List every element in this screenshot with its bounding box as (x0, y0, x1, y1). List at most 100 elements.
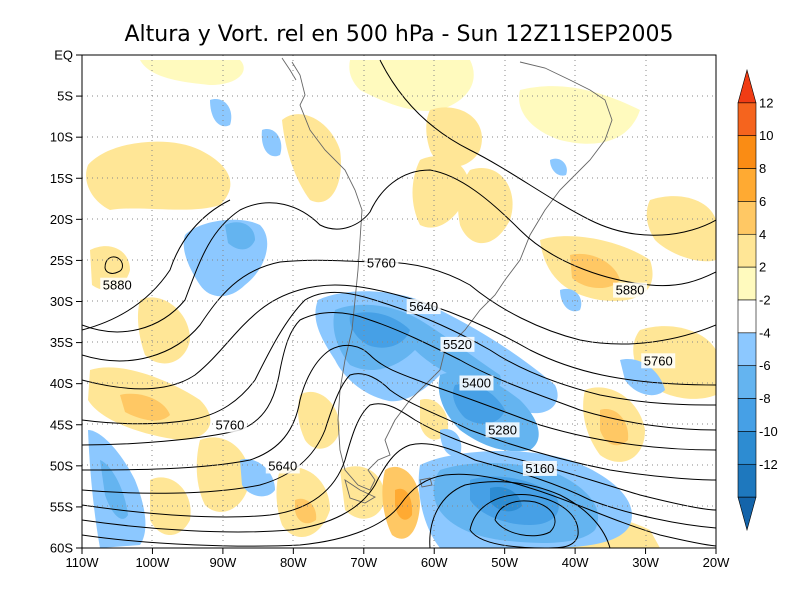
vort-pos-patch (137, 297, 190, 364)
contour-line (82, 169, 716, 333)
colorbar-swatch (737, 266, 757, 301)
map-title: Altura y Vort. rel en 500 hPa - Sun 12Z1… (124, 22, 673, 47)
colorbar-bottom-arrow (737, 496, 757, 532)
vort-pos-patch (120, 393, 170, 421)
contour-label-bg (265, 458, 300, 474)
vort-neg-patch (261, 129, 282, 157)
vort-pos-patch (340, 466, 385, 519)
lon-tick-label: 50W (491, 555, 518, 570)
colorbar-swatch (737, 135, 757, 169)
contour-labels: 5880 5760 5640 5760 5640 5520 5400 5280 5160 5880… (100, 255, 676, 476)
colorbar-label: -8 (759, 391, 771, 406)
contour-label: 5880 (616, 283, 645, 298)
vort-pos-patch (140, 60, 244, 85)
colorbar-label: 12 (759, 95, 773, 110)
colorbar-label: -2 (759, 293, 771, 308)
vort-pos-patch (395, 488, 413, 520)
contour-line (379, 59, 716, 236)
lat-tick-label: 50S (50, 458, 73, 473)
south-america-coast (291, 61, 613, 491)
vort-pos-patch (570, 253, 620, 289)
colorbar-swatch (737, 398, 757, 432)
vort-neg-patch (440, 429, 462, 457)
colorbar-top-arrow (737, 68, 757, 104)
contour-label-bg (100, 277, 135, 293)
contour-label: 5280 (488, 422, 517, 437)
vort-neg-patch (550, 158, 567, 176)
lon-tick-label: 100W (135, 555, 170, 570)
tierra-del-fuego (344, 478, 376, 504)
vort-pos-patch (412, 156, 470, 228)
colorbar-swatch (737, 365, 757, 399)
contour-label: 5760 (215, 417, 244, 432)
vort-pos-patch (86, 141, 231, 210)
vort-pos-patch (600, 409, 629, 446)
vort-neg-patch (100, 460, 128, 519)
vort-pos-patch (420, 399, 449, 440)
colorbar-label: 4 (759, 227, 766, 242)
contour-label-bg (406, 299, 441, 315)
contour-label-bg (522, 460, 557, 476)
vort-neg-patch (453, 383, 505, 424)
contour-line (82, 473, 716, 547)
contour-label: 5160 (525, 461, 554, 476)
colorbar-swatch (737, 299, 757, 334)
contour-label-bg (212, 417, 247, 433)
lon-tick-label: 60W (421, 555, 448, 570)
vort-neg-patch (225, 222, 255, 250)
vorticity-colorbar: 12 10 8 6 4 2 -2 -4 -6 -8 -10 -12 (737, 68, 778, 532)
contour-label-bg (364, 255, 399, 271)
contour-label: 5760 (644, 353, 673, 368)
lat-tick-label: 25S (50, 253, 73, 268)
lat-tick-label: 35S (50, 335, 73, 350)
contour-line (82, 344, 716, 471)
vort-neg-patch (620, 359, 665, 396)
vort-pos-patch (349, 60, 474, 111)
contour-line (82, 443, 716, 533)
lat-tick-label: EQ (54, 48, 73, 63)
colorbar-label: -6 (759, 358, 771, 373)
contour-label: 5760 (367, 256, 396, 271)
longitude-axis: 110W 100W 90W 80W 70W 60W 50W 40W 30W 20W (66, 548, 730, 570)
contour-label: 5520 (443, 337, 472, 352)
contour-label-bg (440, 336, 475, 352)
contour-line (104, 256, 123, 274)
vort-pos-patch (297, 391, 340, 449)
colorbar-label: -12 (759, 457, 778, 472)
vort-pos-patch (519, 86, 640, 144)
colorbar-label: 8 (759, 161, 766, 176)
coastline (281, 57, 613, 504)
lat-tick-label: 60S (50, 541, 73, 556)
contour-line (82, 373, 716, 494)
colorbar-label: 2 (759, 260, 766, 275)
lat-tick-label: 10S (50, 130, 73, 145)
vort-pos-patch (196, 437, 250, 512)
vort-pos-patch (458, 168, 513, 244)
contour-label-bg (485, 422, 520, 438)
contour-label: 5640 (268, 458, 297, 473)
central-america-coast (281, 57, 297, 81)
lat-tick-label: 45S (50, 417, 73, 432)
contour-label-bg (613, 282, 648, 298)
lat-tick-label: 30S (50, 294, 73, 309)
contour-line (82, 403, 716, 518)
lon-tick-label: 20W (703, 555, 730, 570)
lon-tick-label: 30W (632, 555, 659, 570)
colorbar-label: -4 (759, 325, 771, 340)
colorbar-swatch (737, 463, 757, 498)
colorbar-label: 10 (759, 128, 773, 143)
contour-label: 5400 (462, 375, 491, 390)
vort-pos-patch (282, 114, 341, 203)
lat-tick-label: 40S (50, 376, 73, 391)
contour-line (82, 199, 231, 331)
lon-tick-label: 110W (66, 555, 100, 570)
vort-pos-patch (150, 477, 191, 535)
contour-line (494, 500, 556, 537)
contour-line (82, 284, 716, 390)
lon-tick-label: 70W (350, 555, 377, 570)
colorbar-swatch (737, 168, 757, 202)
lon-tick-label: 40W (562, 555, 589, 570)
colorbar-swatch (737, 102, 757, 137)
lon-tick-label: 90W (210, 555, 237, 570)
